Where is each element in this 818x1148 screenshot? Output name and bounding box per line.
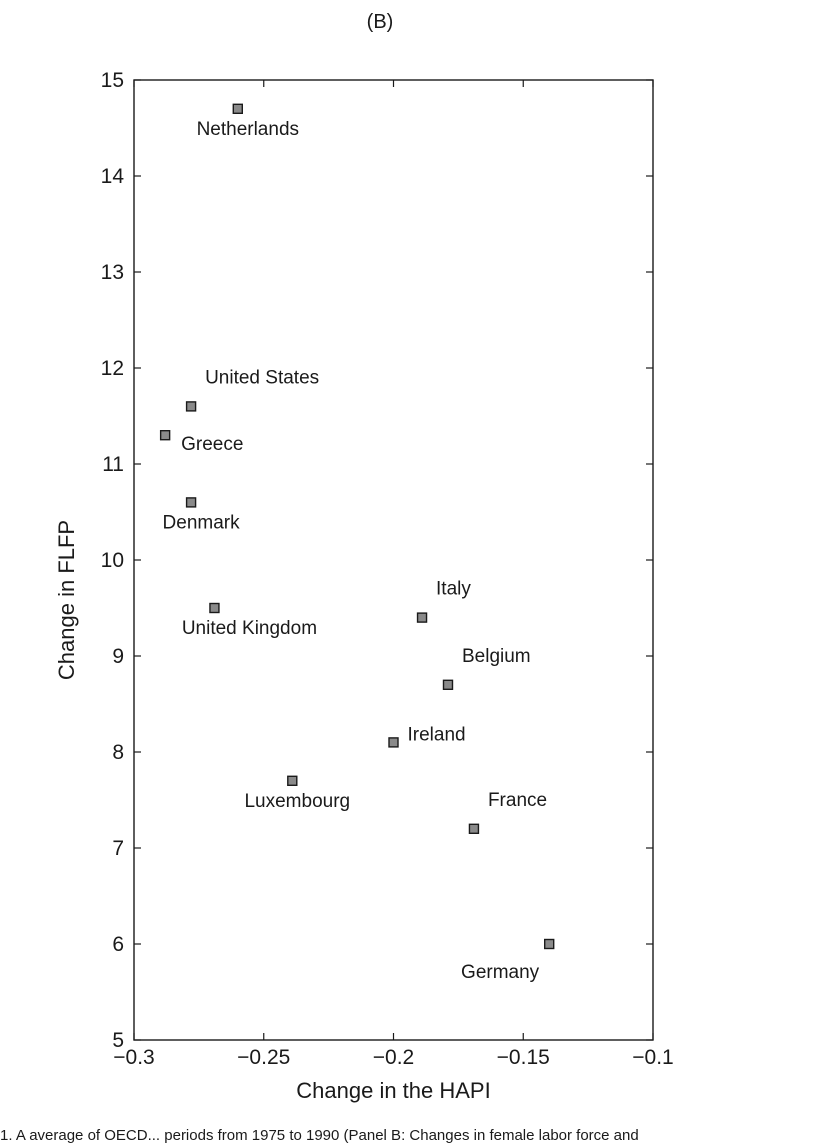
y-tick-label: 8	[112, 741, 124, 764]
data-point	[185, 401, 197, 412]
y-tick-label: 6	[112, 933, 124, 956]
point-label: Germany	[461, 962, 540, 983]
data-point	[232, 103, 244, 115]
x-tick-label: −0.15	[497, 1046, 550, 1069]
y-axis-title: Change in FLFP	[54, 520, 79, 680]
y-tick-label: 15	[101, 69, 124, 92]
point-label: Denmark	[163, 512, 241, 533]
panel-label: (B)	[367, 11, 394, 33]
data-points: Netherlands United States Greece Denmark Uni…	[159, 103, 555, 983]
x-axis-title: Change in the HAPI	[296, 1078, 490, 1103]
y-tick-label: 9	[112, 645, 124, 668]
plot-frame	[133, 79, 654, 1041]
y-tick-label: 7	[112, 837, 124, 860]
x-tick-label: −0.3	[113, 1046, 154, 1069]
point-label: Netherlands	[197, 119, 299, 140]
point-label: Italy	[436, 579, 471, 600]
point-label: France	[488, 790, 547, 811]
y-tick-label: 5	[112, 1029, 124, 1052]
figure-caption: 1. A average of OECD... periods from 197…	[0, 1127, 639, 1144]
data-point	[468, 823, 480, 834]
point-label: United States	[205, 367, 319, 388]
data-point	[388, 737, 399, 748]
data-point	[185, 497, 197, 508]
y-tick-label: 10	[101, 549, 124, 572]
point-label: Ireland	[408, 724, 466, 745]
point-label: Luxembourg	[244, 791, 350, 812]
data-point	[159, 430, 171, 441]
y-tick-label: 11	[102, 453, 124, 476]
point-label: United Kingdom	[182, 618, 317, 639]
point-label: Greece	[181, 434, 243, 455]
x-tick-label: −0.1	[632, 1046, 673, 1069]
y-tick-label: 14	[101, 165, 125, 188]
point-label: Belgium	[462, 646, 531, 667]
data-point	[442, 679, 454, 690]
x-tick-label: −0.25	[237, 1046, 290, 1069]
y-tick-label: 12	[101, 357, 124, 380]
x-tick-label: −0.2	[373, 1046, 414, 1069]
data-point	[416, 612, 428, 623]
data-point	[209, 602, 220, 614]
data-point	[287, 775, 298, 786]
data-point	[544, 938, 555, 950]
y-tick-label: 13	[101, 261, 124, 284]
